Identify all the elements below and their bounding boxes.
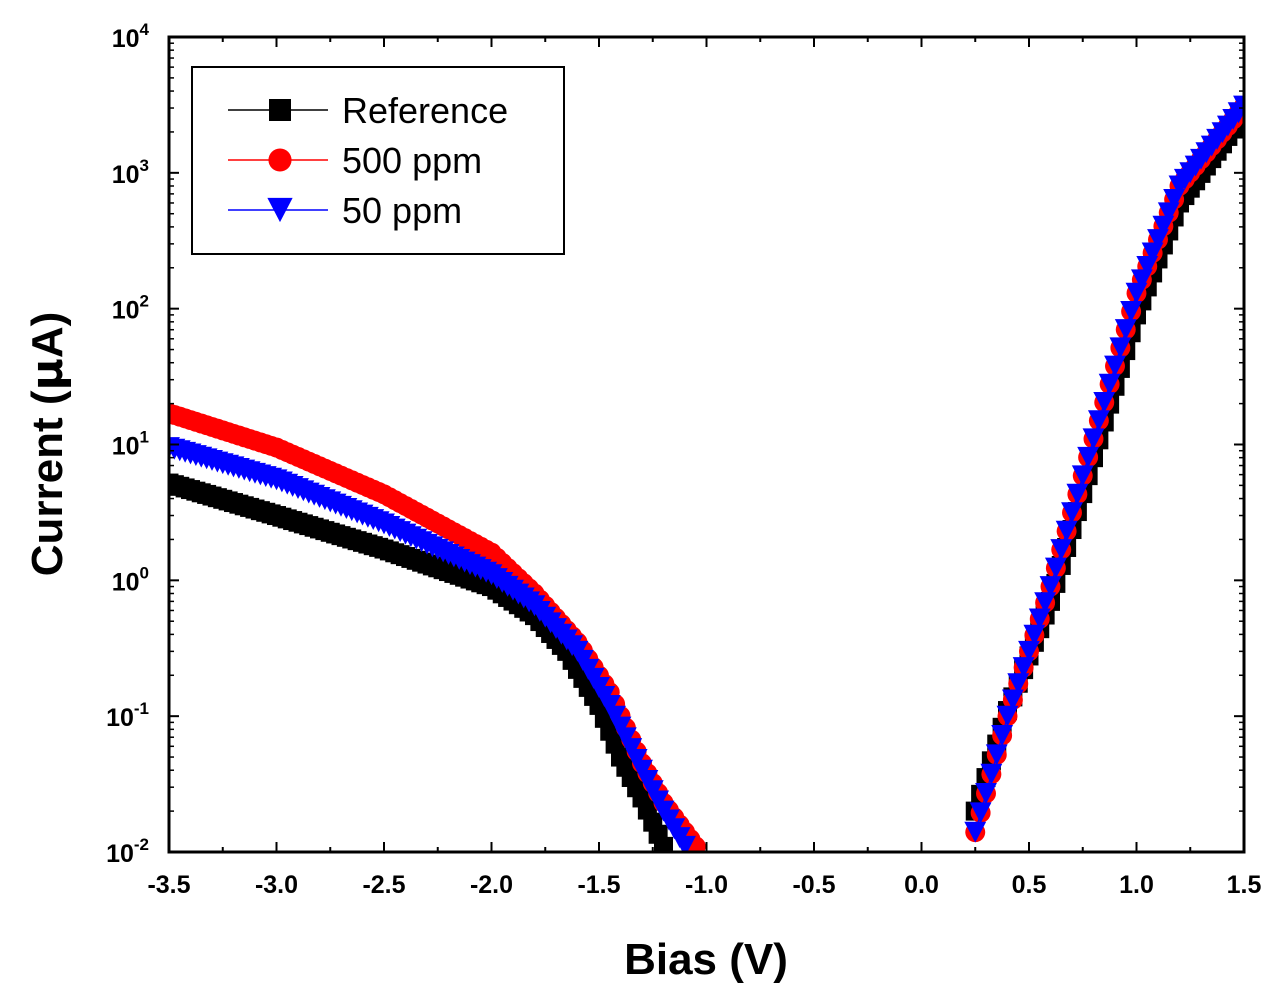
data-point bbox=[1044, 557, 1067, 579]
data-point bbox=[1023, 624, 1046, 646]
series-line bbox=[974, 105, 1244, 833]
data-point bbox=[1114, 319, 1137, 341]
data-point bbox=[598, 694, 621, 716]
y-tick-label: 10-1 bbox=[106, 699, 149, 732]
data-point bbox=[1018, 640, 1040, 662]
data-point bbox=[985, 744, 1008, 766]
data-point bbox=[604, 705, 627, 727]
series-layer bbox=[169, 95, 1244, 852]
data-point bbox=[1087, 410, 1110, 432]
legend-marker bbox=[269, 99, 291, 121]
legend-label: 500 ppm bbox=[342, 140, 482, 181]
data-point bbox=[1007, 673, 1030, 695]
x-tick-label: -2.0 bbox=[470, 871, 513, 899]
legend-marker bbox=[268, 148, 292, 172]
data-point bbox=[1077, 446, 1100, 468]
y-tick-label: 103 bbox=[112, 156, 149, 189]
legend-items: Reference 500 ppm 50 ppm bbox=[228, 90, 508, 231]
data-point bbox=[1098, 373, 1121, 395]
y-tick-label: 104 bbox=[112, 20, 150, 53]
y-tick-label: 101 bbox=[112, 428, 149, 461]
data-point bbox=[1055, 520, 1078, 542]
legend: Reference 500 ppm 50 ppm bbox=[191, 66, 565, 255]
y-tick-label: 102 bbox=[112, 292, 149, 325]
y-axis-title-prefix: Current ( bbox=[23, 390, 72, 576]
y-axis-title-mu: μ bbox=[22, 358, 73, 390]
x-tick-label: 0.0 bbox=[904, 871, 939, 899]
data-point bbox=[1061, 502, 1083, 524]
y-tick-label: 10-2 bbox=[106, 835, 149, 868]
data-point bbox=[980, 763, 1003, 785]
y-axis-title: Current (μA) bbox=[22, 312, 73, 577]
series-50-ppm bbox=[169, 95, 1244, 852]
data-point bbox=[625, 748, 648, 770]
data-point bbox=[991, 725, 1014, 746]
x-tick-label: -3.5 bbox=[147, 871, 190, 899]
x-tick-label: -1.5 bbox=[577, 871, 620, 899]
ticks-layer: -3.5 -3.0 -2.5 -2.0 -1.5 -1.0 -0.5 0.0 0.5 1.0 1.5… bbox=[106, 20, 1261, 899]
data-point bbox=[1066, 483, 1089, 505]
data-point bbox=[620, 738, 643, 760]
data-point bbox=[1082, 428, 1105, 450]
data-point bbox=[969, 802, 992, 824]
x-tick-label: -2.5 bbox=[362, 871, 405, 899]
data-point bbox=[654, 836, 673, 852]
data-point bbox=[1050, 539, 1073, 561]
data-point bbox=[996, 705, 1019, 727]
legend-label: Reference bbox=[342, 90, 508, 131]
data-point bbox=[1233, 95, 1244, 117]
x-tick-label: -3.0 bbox=[255, 871, 298, 899]
legend-label: 50 ppm bbox=[342, 190, 462, 231]
data-point bbox=[964, 821, 987, 843]
data-point bbox=[609, 716, 632, 738]
data-point bbox=[975, 783, 997, 804]
x-tick-label: 0.5 bbox=[1012, 871, 1047, 899]
data-point bbox=[1028, 608, 1051, 630]
data-point bbox=[1104, 355, 1126, 377]
x-tick-label: 1.5 bbox=[1227, 871, 1262, 899]
series-line bbox=[974, 105, 1244, 833]
data-point bbox=[1039, 576, 1062, 597]
data-point bbox=[1093, 392, 1116, 413]
data-point bbox=[1071, 465, 1094, 487]
x-tick-label: -1.0 bbox=[685, 871, 728, 899]
data-point bbox=[674, 835, 696, 852]
y-tick-label: 100 bbox=[112, 563, 149, 596]
x-axis-title: Bias (V) bbox=[624, 935, 788, 984]
x-tick-label: 1.0 bbox=[1119, 871, 1154, 899]
data-point bbox=[1109, 337, 1132, 359]
data-point bbox=[614, 727, 637, 749]
data-point bbox=[1001, 689, 1024, 711]
y-axis-title-suffix: A) bbox=[23, 312, 72, 358]
data-point bbox=[1034, 592, 1057, 614]
x-tick-label: -0.5 bbox=[792, 871, 835, 899]
legend-marker bbox=[267, 197, 293, 223]
data-point bbox=[1120, 300, 1143, 322]
data-point bbox=[1012, 657, 1035, 679]
